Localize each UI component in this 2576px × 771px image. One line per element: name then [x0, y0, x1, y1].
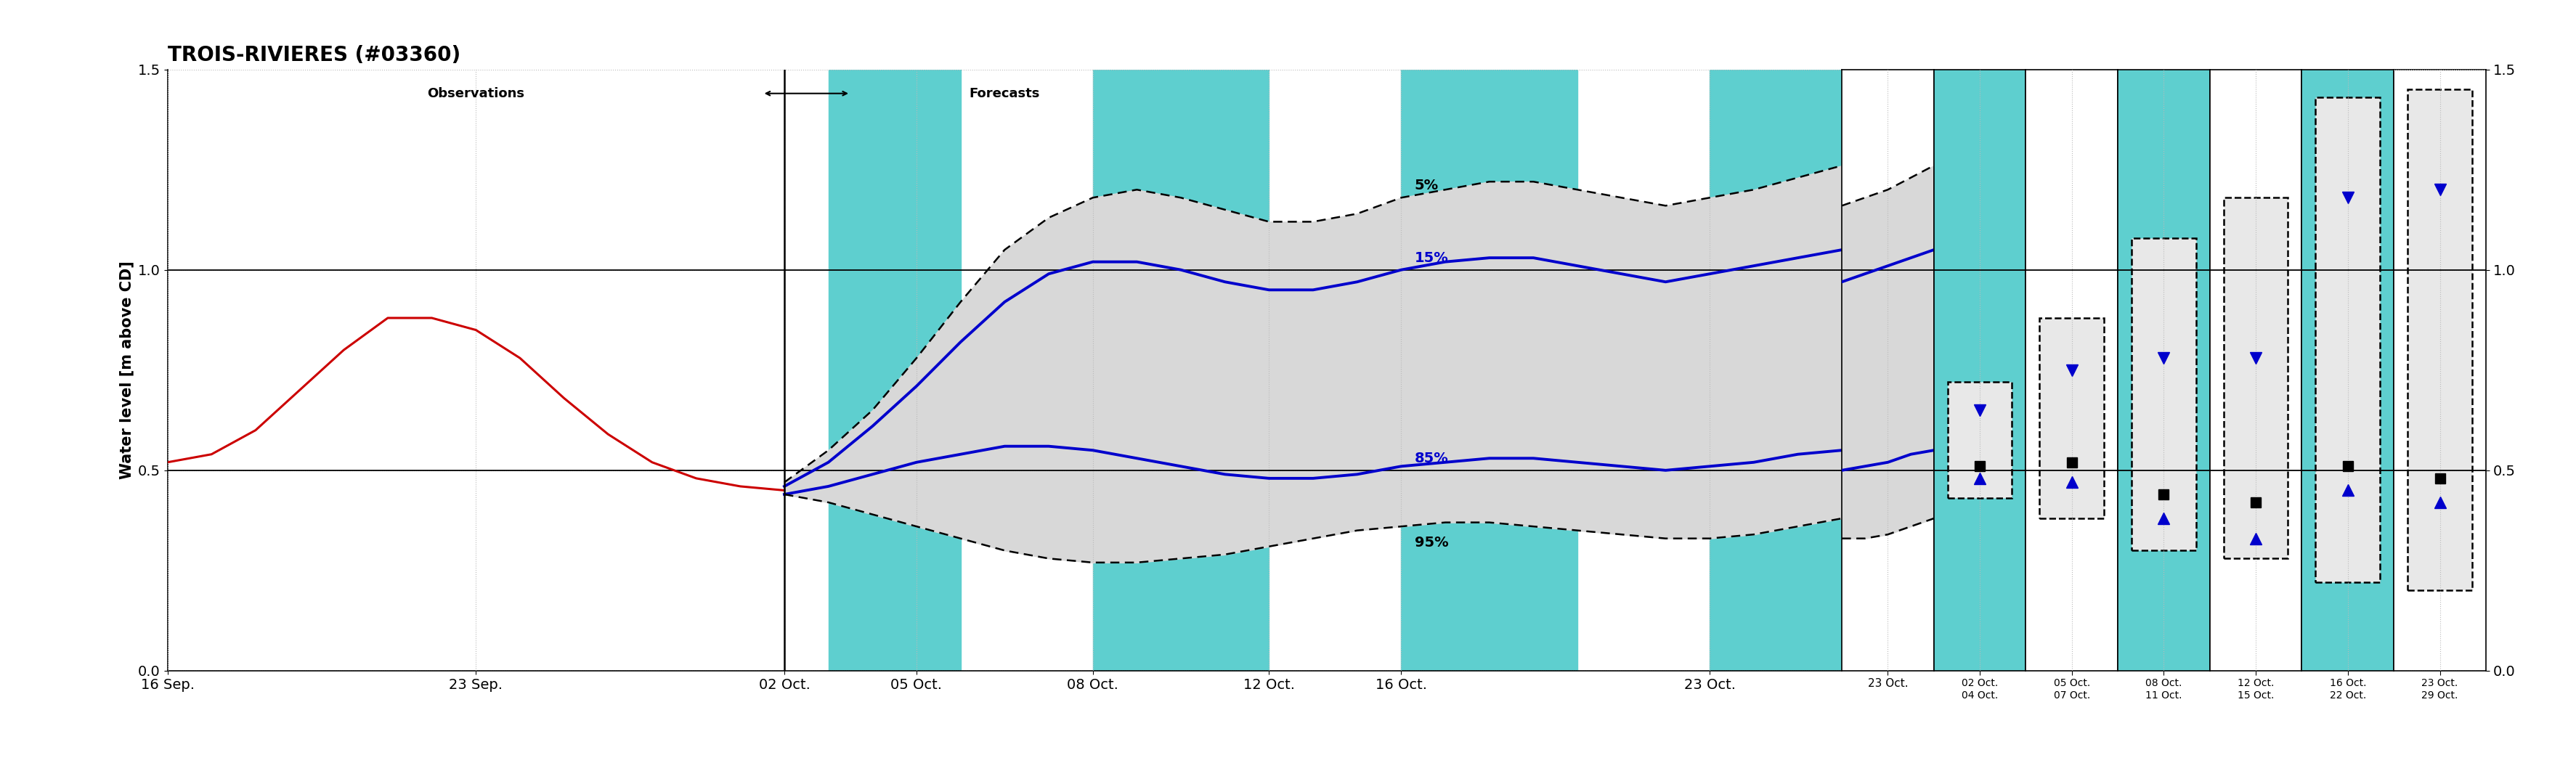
Y-axis label: Water level [m above CD]: Water level [m above CD] — [118, 261, 134, 480]
Bar — [1401, 69, 1577, 671]
Text: 15%: 15% — [1414, 251, 1448, 264]
Bar — [1710, 69, 1842, 671]
Text: Forecasts: Forecasts — [969, 87, 1041, 100]
Text: Observations: Observations — [428, 87, 526, 100]
FancyBboxPatch shape — [2409, 89, 2473, 591]
Text: 5%: 5% — [1414, 179, 1437, 193]
FancyBboxPatch shape — [2316, 97, 2380, 583]
Bar — [829, 69, 961, 671]
FancyBboxPatch shape — [2223, 197, 2287, 558]
Text: 85%: 85% — [1414, 451, 1448, 465]
Bar — [1092, 69, 1270, 671]
FancyBboxPatch shape — [1947, 382, 2012, 498]
Text: TROIS-RIVIERES (#03360): TROIS-RIVIERES (#03360) — [167, 45, 461, 66]
FancyBboxPatch shape — [2130, 237, 2195, 550]
FancyBboxPatch shape — [2040, 318, 2105, 518]
Text: 95%: 95% — [1414, 536, 1448, 550]
